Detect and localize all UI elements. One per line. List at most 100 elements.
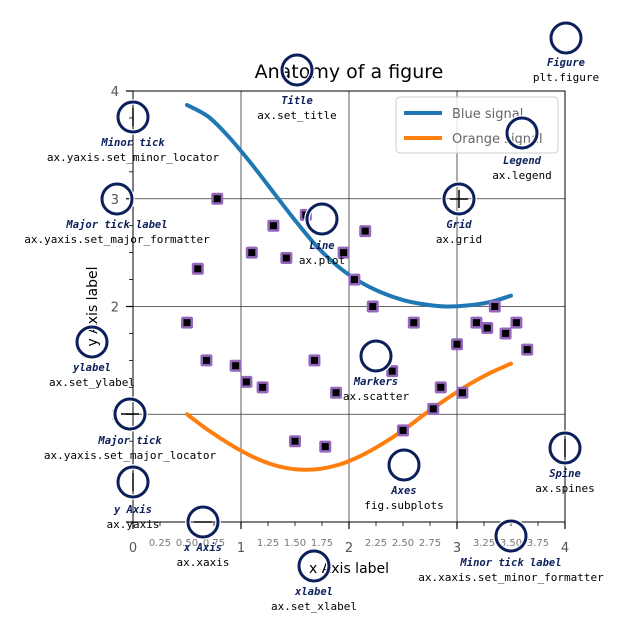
annotation-name-major-tick-label: Major tick label (65, 219, 167, 231)
x-major-tick-label-0: 0 (129, 541, 137, 556)
x-minor-tick-label-3.5: 3.50 (500, 538, 522, 549)
scatter-marker-center-31 (523, 346, 531, 354)
annotation-call-title: ax.set_title (257, 109, 336, 122)
scatter-marker-center-3 (213, 195, 221, 203)
x-minor-tick-label-1.5: 1.50 (284, 538, 306, 549)
annotation-name-line: Line (309, 240, 334, 252)
annotation-figure: Figure plt.figure (533, 20, 599, 84)
annotation-name-minor-tick: Minor tick (100, 137, 165, 149)
scatter-marker-center-10 (291, 437, 299, 445)
annotation-circle-xlabel (297, 549, 331, 583)
annotation-name-grid: Grid (446, 219, 472, 231)
scatter-marker-center-26 (472, 319, 480, 327)
scatter-marker-center-23 (437, 383, 445, 391)
x-minor-tick-label-1.75: 1.75 (311, 538, 333, 549)
annotation-circle-line (305, 202, 339, 236)
scatter-marker-center-16 (350, 276, 358, 284)
annotation-circle-ylabel (75, 325, 109, 359)
annotation-call-minor-tick-label: ax.xaxis.set_minor_formatter (418, 571, 604, 584)
x-minor-tick-label-0.5: 0.50 (176, 538, 198, 549)
annotation-x-axis: x Axis ax.xaxis (177, 504, 230, 569)
annotation-minor-tick-label: Minor tick label ax.xaxis.set_minor_forma… (418, 518, 604, 584)
annotation-line: Line ax.plot (299, 201, 345, 267)
grid (133, 91, 565, 522)
annotation-circle-grid (442, 182, 476, 216)
x-minor-tick-label-0.25: 0.25 (149, 538, 171, 549)
annotation-call-major-tick: ax.yaxis.set_major_locator (44, 449, 217, 462)
scatter-marker-center-13 (321, 443, 329, 451)
annotation-circle-figure (549, 21, 583, 55)
annotation-grid: Grid ax.grid (436, 181, 482, 246)
annotation-circle-x-axis (186, 505, 220, 539)
scatter-marker-center-5 (242, 378, 250, 386)
annotation-call-legend: ax.legend (492, 169, 552, 182)
annotation-circle-minor-tick-label (494, 519, 528, 553)
annotation-name-minor-tick-label: Minor tick label (459, 557, 561, 569)
scatter-marker-center-30 (512, 319, 520, 327)
legend-label-0: Blue signal (452, 107, 523, 122)
annotation-minor-tick: Minor tick ax.yaxis.set_minor_locator (47, 99, 220, 164)
annotation-markers: Markers ax.scatter (343, 338, 409, 403)
annotation-major-tick-label: Major tick label ax.yaxis.set_major_forma… (24, 181, 210, 246)
scatter-marker-center-15 (340, 249, 348, 257)
x-major-tick-label-1: 1 (237, 541, 245, 556)
annotation-major-tick: Major tick ax.yaxis.set_major_locator (44, 396, 217, 462)
annotation-name-spine: Spine (549, 468, 581, 480)
scatter-marker-center-12 (310, 356, 318, 364)
y-axis-label: y Axis label (85, 266, 101, 346)
scatter-marker-center-25 (458, 389, 466, 397)
annotation-name-axes: Axes (390, 485, 416, 497)
scatter-marker-center-21 (410, 319, 418, 327)
scatter-marker-center-27 (483, 324, 491, 332)
scatter-marker-center-19 (388, 367, 396, 375)
scatter-marker-center-24 (453, 340, 461, 348)
annotation-call-spine: ax.spines (535, 482, 595, 495)
annotation-legend: Legend ax.legend (492, 115, 552, 182)
scatter-marker-center-17 (361, 227, 369, 235)
legend: Blue signal Orange signal (395, 96, 559, 154)
annotation-name-major-tick: Major tick (97, 435, 162, 447)
annotation-spine: Spine ax.spines (535, 430, 595, 495)
annotation-circle-markers (359, 339, 393, 373)
x-minor-tick-label-1.25: 1.25 (257, 538, 279, 549)
annotation-circle-major-tick (113, 397, 147, 431)
scatter-marker-center-14 (332, 389, 340, 397)
annotation-circle-y-axis (116, 465, 150, 499)
annotation-call-x-axis: ax.xaxis (177, 556, 230, 569)
scatter-marker-center-28 (491, 303, 499, 310)
annotation-call-xlabel: ax.set_xlabel (271, 600, 357, 613)
annotation-name-ylabel: ylabel (72, 362, 111, 374)
x-minor-tick-label-0.75: 0.75 (203, 538, 225, 549)
annotation-xlabel: xlabel ax.set_xlabel (271, 548, 357, 613)
scatter-marker-center-1 (194, 265, 202, 273)
scatter-marker-center-9 (282, 254, 290, 262)
x-major-tick-label-2: 2 (345, 541, 353, 556)
scatter-marker-center-18 (369, 303, 377, 310)
annotation-name-figure: Figure (547, 57, 585, 69)
annotation-circle-legend (505, 116, 539, 150)
scatter-marker-center-20 (399, 426, 407, 434)
annotation-name-y-axis: y Axis (113, 504, 152, 516)
annotation-name-xlabel: xlabel (294, 586, 333, 598)
annotation-axes: Axes fig.subplots (364, 447, 444, 512)
x-minor-tick-label-2.75: 2.75 (419, 538, 441, 549)
annotations: Title ax.set_title Figure plt.figure Legend a… (24, 20, 604, 613)
y-major-tick-label-2: 2 (111, 301, 119, 316)
scatter-marker-center-0 (183, 319, 191, 327)
annotation-circle-major-tick-label (100, 182, 134, 216)
annotation-call-axes: fig.subplots (364, 499, 443, 512)
x-minor-tick-label-2.25: 2.25 (365, 538, 387, 549)
scatter-marker-center-2 (202, 356, 210, 364)
scatter-marker-center-7 (259, 383, 267, 391)
x-minor-tick-label-3.75: 3.75 (527, 538, 549, 549)
annotation-call-minor-tick: ax.yaxis.set_minor_locator (47, 151, 220, 164)
scatter-markers (181, 192, 534, 453)
y-major-tick-label-4: 4 (111, 85, 119, 100)
annotation-name-title: Title (281, 95, 313, 107)
annotation-name-markers: Markers (353, 376, 398, 388)
annotation-call-line: ax.plot (299, 254, 345, 267)
y-major-tick-label-3: 3 (111, 193, 119, 208)
x-axis-label: x Axis label (309, 561, 389, 577)
annotation-y-axis: y Axis ax.yaxis (107, 464, 159, 531)
